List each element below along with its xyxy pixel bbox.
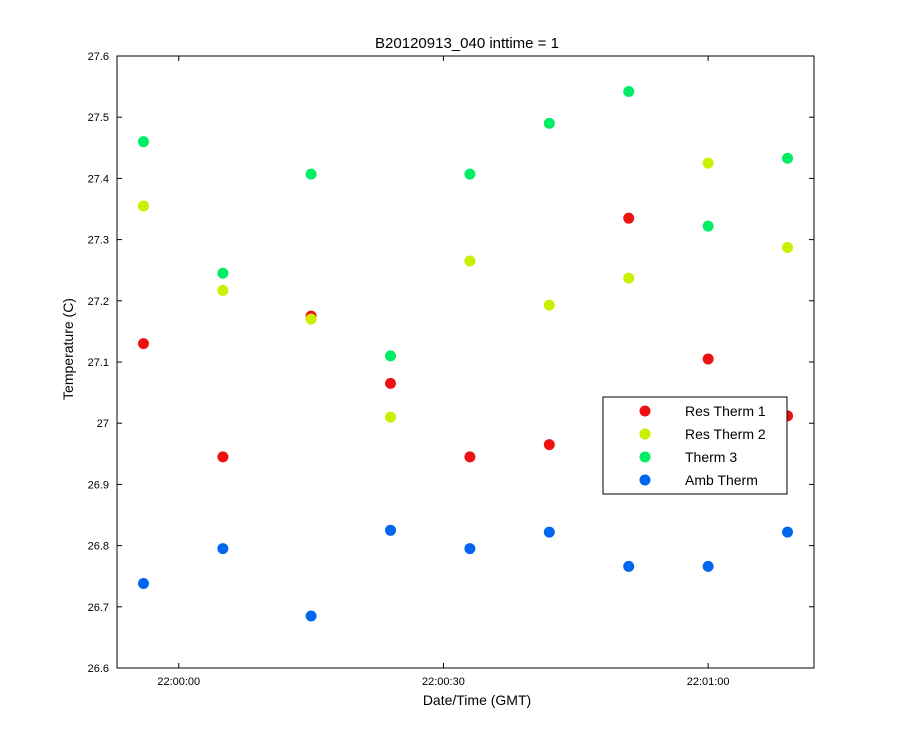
y-tick-label: 27.5 bbox=[88, 112, 109, 124]
legend: Res Therm 1 Res Therm 2 Therm 3 Amb Therm bbox=[602, 396, 788, 495]
y-axis-label: Temperature (C) bbox=[60, 298, 76, 400]
y-tick-label: 27.3 bbox=[88, 235, 109, 247]
data-point bbox=[543, 299, 555, 311]
data-point bbox=[217, 284, 229, 296]
legend-label: Res Therm 1 bbox=[685, 403, 766, 419]
data-point bbox=[623, 85, 635, 97]
x-tick-label: 22:00:30 bbox=[422, 676, 465, 688]
data-point bbox=[623, 272, 635, 284]
y-tick-label: 26.7 bbox=[88, 602, 109, 614]
legend-marker bbox=[639, 451, 651, 463]
x-tick-label: 22:00:00 bbox=[157, 676, 200, 688]
data-point bbox=[782, 152, 794, 164]
y-tick-label: 26.6 bbox=[88, 663, 109, 675]
legend-label: Res Therm 2 bbox=[685, 426, 766, 442]
data-point bbox=[385, 524, 397, 536]
data-point bbox=[702, 220, 714, 232]
data-point bbox=[623, 212, 635, 224]
data-point bbox=[543, 117, 555, 129]
data-point bbox=[464, 168, 476, 180]
data-point bbox=[623, 560, 635, 572]
data-point bbox=[702, 353, 714, 365]
data-point bbox=[385, 350, 397, 362]
y-tick-label: 27.2 bbox=[88, 296, 109, 308]
y-tick-label: 27.6 bbox=[88, 51, 109, 63]
y-tick-label: 27.4 bbox=[88, 173, 109, 185]
y-tick-label: 27.1 bbox=[88, 357, 109, 369]
x-axis-label: Date/Time (GMT) bbox=[423, 692, 531, 708]
data-point bbox=[305, 610, 317, 622]
data-point bbox=[385, 377, 397, 389]
data-point bbox=[702, 157, 714, 169]
data-point bbox=[782, 242, 794, 254]
data-point bbox=[385, 411, 397, 423]
plot-area bbox=[116, 55, 815, 669]
data-point bbox=[305, 168, 317, 180]
x-axis: 22:00:00 22:00:30 22:01:00 bbox=[157, 56, 730, 688]
data-point bbox=[305, 313, 317, 325]
legend-label: Therm 3 bbox=[685, 449, 737, 465]
legend-marker bbox=[639, 474, 651, 486]
y-tick-label: 26.8 bbox=[88, 541, 109, 553]
data-point bbox=[137, 338, 149, 350]
y-tick-label: 26.9 bbox=[88, 479, 109, 491]
legend-marker bbox=[639, 405, 651, 417]
data-point bbox=[137, 200, 149, 212]
data-point bbox=[543, 526, 555, 538]
data-point bbox=[217, 543, 229, 555]
data-point bbox=[137, 136, 149, 148]
data-point bbox=[217, 451, 229, 463]
data-point bbox=[464, 255, 476, 267]
data-point bbox=[217, 267, 229, 279]
legend-label: Amb Therm bbox=[685, 472, 758, 488]
data-point bbox=[782, 526, 794, 538]
legend-box bbox=[602, 396, 788, 495]
data-point bbox=[543, 439, 555, 451]
chart-title: B20120913_040 inttime = 1 bbox=[375, 35, 559, 52]
x-tick-label: 22:01:00 bbox=[687, 676, 730, 688]
data-point bbox=[464, 543, 476, 555]
data-point bbox=[137, 578, 149, 590]
y-tick-label: 27 bbox=[97, 418, 109, 430]
legend-marker bbox=[639, 428, 651, 440]
data-point bbox=[464, 451, 476, 463]
data-points bbox=[137, 85, 794, 622]
y-axis: 26.6 26.7 26.8 26.9 27 27.1 27.2 27.3 27.4 27.5 27… bbox=[88, 51, 814, 675]
data-point bbox=[702, 560, 714, 572]
